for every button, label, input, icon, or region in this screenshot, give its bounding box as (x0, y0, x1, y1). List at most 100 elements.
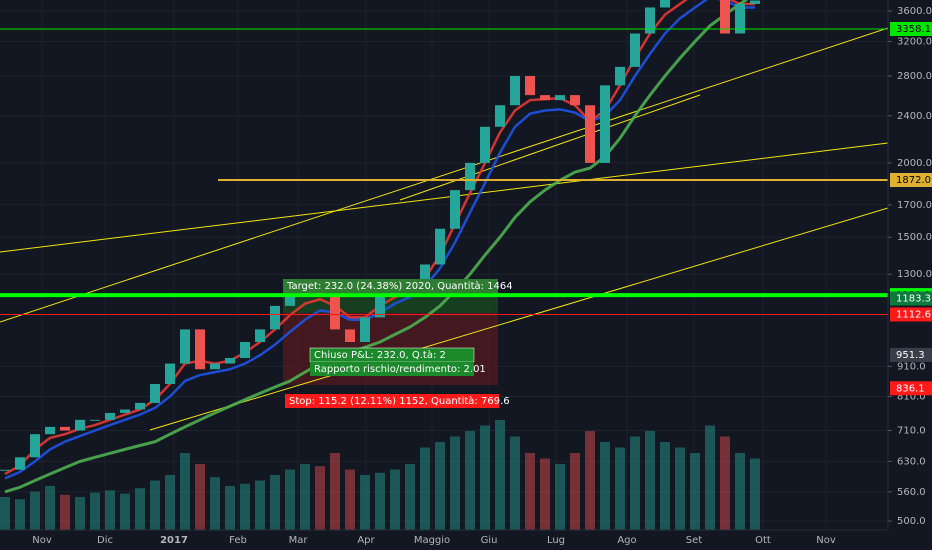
volume-bar (105, 490, 115, 530)
volume-bar (600, 442, 610, 530)
y-tick-label: 500.0 (897, 516, 926, 527)
volume-bar (315, 466, 325, 530)
annotation: Chiuso P&L: 232.0, Q.tà: 2 (314, 349, 446, 361)
candle (495, 105, 505, 127)
volume-bar (90, 492, 100, 530)
trendline (399, 94, 701, 201)
y-tick-label: 1700.0 (897, 200, 932, 211)
x-tick-label: Nov (32, 535, 52, 546)
candle (345, 329, 355, 343)
y-tick-label: 2400.0 (897, 111, 932, 122)
price-tag (890, 22, 932, 37)
volume-bar (240, 483, 250, 530)
volume-bar (270, 475, 280, 530)
volume-bar (330, 453, 340, 530)
annotation-box (283, 279, 498, 293)
candle (435, 228, 445, 265)
x-tick-label: Ago (617, 535, 636, 546)
candle (660, 0, 670, 8)
candle (240, 342, 250, 358)
volume-bar (510, 436, 520, 530)
y-tick-label: 560.0 (897, 487, 926, 498)
volume-bar (45, 486, 55, 530)
price-tag (890, 347, 932, 362)
x-tick-label: Set (686, 535, 703, 546)
annotation: Stop: 115.2 (12.11%) 1152, Quantità: 769… (289, 395, 510, 407)
candle (600, 85, 610, 163)
candle (270, 305, 280, 330)
volume-bar (420, 447, 430, 530)
candle (585, 105, 595, 163)
volume-bar (645, 431, 655, 530)
volume-bar (390, 469, 400, 530)
volume-bar (180, 453, 190, 530)
price-tag (890, 172, 932, 187)
volume-bar (720, 436, 730, 530)
y-tick-label: 1300.0 (897, 269, 932, 280)
volume-bar (60, 494, 70, 530)
x-tick-label: Feb (229, 535, 247, 546)
candle (90, 419, 100, 421)
x-tick-label: Nov (816, 535, 836, 546)
candle (330, 294, 340, 330)
volume-bar (615, 447, 625, 530)
candle (735, 3, 745, 34)
volume-bar (15, 499, 25, 530)
y-tick-label: 2000.0 (897, 158, 932, 169)
candle (375, 294, 385, 318)
volume-bar (75, 497, 85, 530)
candle (180, 329, 190, 364)
price-axis (888, 0, 932, 550)
price-tag-label: 951.3 (896, 350, 925, 361)
price-tag-label: 1872.0 (896, 175, 931, 186)
volume-bar (540, 458, 550, 530)
candle (210, 363, 220, 370)
volume-bar (30, 491, 40, 530)
y-tick-label: 910.0 (897, 361, 926, 372)
volume-bar (0, 497, 10, 530)
x-tick-label: 2017 (160, 535, 188, 546)
volume-bar (450, 436, 460, 530)
volume-bar (360, 475, 370, 530)
candle (45, 426, 55, 435)
volume-bar (630, 436, 640, 530)
price-tag (890, 291, 932, 306)
candle (450, 190, 460, 229)
x-tick-label: Maggio (414, 535, 450, 546)
x-tick-label: Giu (481, 535, 498, 546)
volume-bar (135, 488, 145, 530)
annotation: Rapporto rischio/rendimento: 2.01 (314, 364, 486, 375)
candle (465, 162, 475, 191)
price-tag-label: 1112.6 (896, 309, 931, 320)
volume-bar (165, 475, 175, 530)
candle (255, 329, 265, 343)
candle (60, 426, 70, 431)
volume-bar (675, 447, 685, 530)
candle (570, 95, 580, 106)
volume-bar (375, 472, 385, 530)
price-tag-label: 836.1 (896, 383, 925, 394)
x-tick-label: Mar (289, 535, 309, 546)
x-tick-label: Dic (97, 535, 113, 546)
candle (195, 329, 205, 370)
annotation: Target: 232.0 (24.38%) 2020, Quantità: 1… (286, 280, 513, 292)
volume-bar (300, 464, 310, 530)
y-tick-label: 710.0 (897, 426, 926, 437)
x-tick-label: Lug (547, 535, 565, 546)
candle (75, 419, 85, 431)
candle (630, 33, 640, 67)
volume-bar (570, 453, 580, 530)
volume-bar (495, 420, 505, 530)
trendline (0, 142, 888, 253)
candle (105, 412, 115, 420)
price-tag-label: 3358.1 (896, 24, 931, 35)
candle (510, 75, 520, 106)
trendline (0, 27, 888, 323)
volume-bar (435, 442, 445, 530)
candle (165, 363, 175, 385)
candle (750, 0, 760, 4)
candle (645, 7, 655, 34)
volume-bar (750, 458, 760, 530)
price-tag (890, 307, 932, 322)
